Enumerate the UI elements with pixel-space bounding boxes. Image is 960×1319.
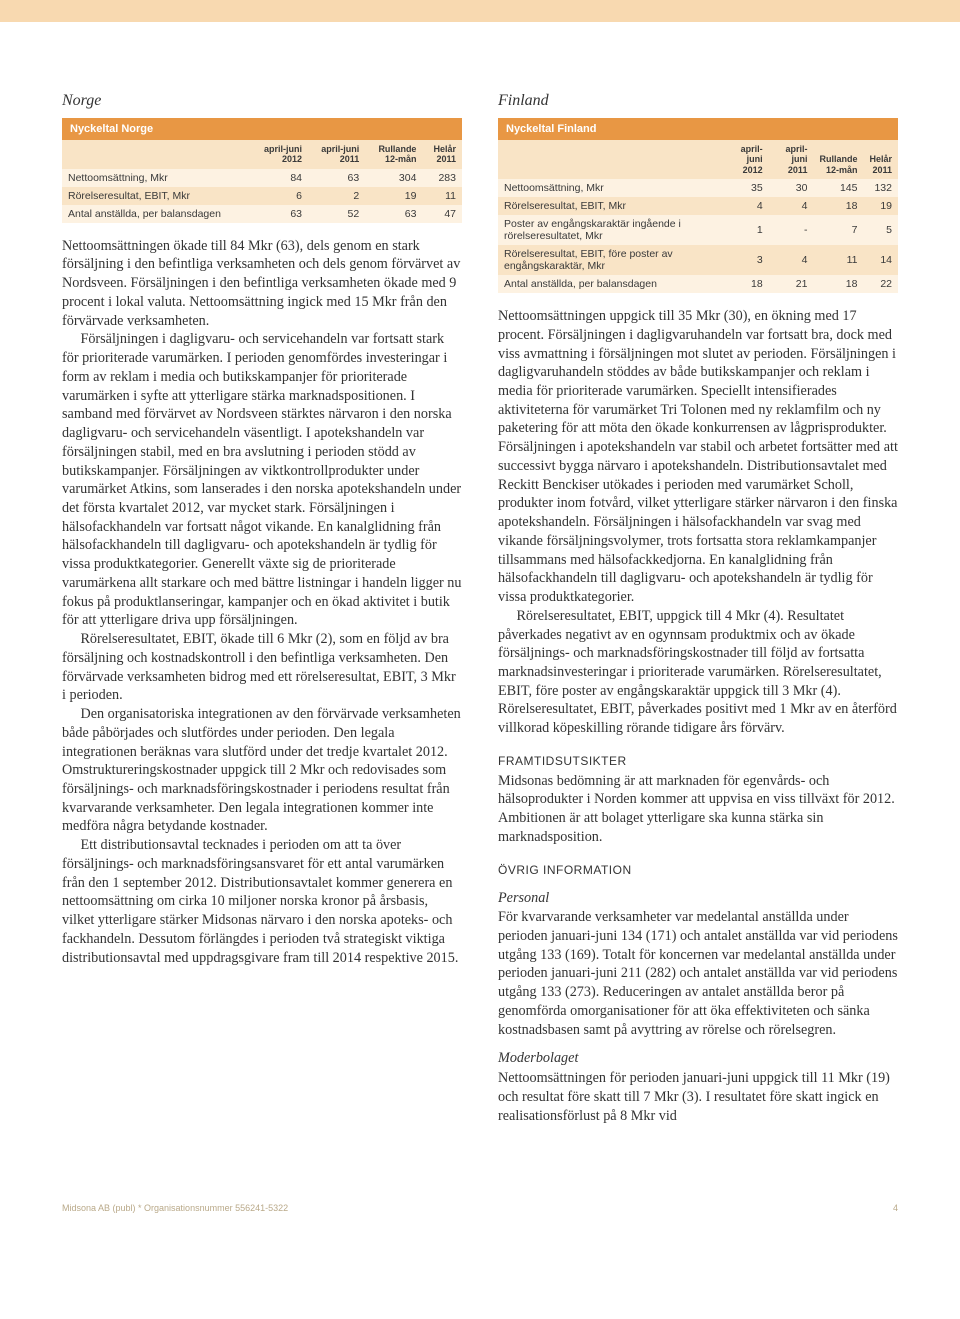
paragraph: Rörelseresultatet, EBIT, uppgick till 4 … bbox=[498, 607, 898, 738]
row-value: 7 bbox=[813, 215, 863, 245]
row-label: Rörelseresultat, EBIT, Mkr bbox=[62, 187, 251, 205]
row-value: 145 bbox=[813, 179, 863, 197]
row-value: 283 bbox=[422, 169, 462, 187]
sub-heading-personal: Personal bbox=[498, 889, 898, 908]
row-value: 84 bbox=[251, 169, 308, 187]
table-norge: Nyckeltal Norge april-juni 2012 april-ju… bbox=[62, 118, 462, 223]
paragraph: Nettoomsättningen ökade till 84 Mkr (63)… bbox=[62, 237, 462, 331]
row-value: 35 bbox=[724, 179, 769, 197]
table-row: Poster av engångskaraktär ingående i rör… bbox=[498, 215, 898, 245]
table-row: Nettoomsättning, Mkr3530145132 bbox=[498, 179, 898, 197]
body-text-norge: Nettoomsättningen ökade till 84 Mkr (63)… bbox=[62, 237, 462, 968]
row-value: - bbox=[769, 215, 814, 245]
row-value: 4 bbox=[724, 197, 769, 215]
body-text-finland: Nettoomsättningen uppgick till 35 Mkr (3… bbox=[498, 307, 898, 1125]
region-heading-finland: Finland bbox=[498, 92, 898, 110]
row-label: Poster av engångskaraktär ingående i rör… bbox=[498, 215, 724, 245]
row-value: 11 bbox=[422, 187, 462, 205]
table-caption: Nyckeltal Norge bbox=[62, 118, 462, 140]
row-value: 63 bbox=[251, 205, 308, 223]
row-value: 6 bbox=[251, 187, 308, 205]
row-value: 14 bbox=[863, 245, 898, 275]
row-value: 52 bbox=[308, 205, 365, 223]
section-heading-ovrig: ÖVRIG INFORMATION bbox=[498, 863, 898, 879]
row-value: 5 bbox=[863, 215, 898, 245]
table-header-row: april-juni 2012 april-juni 2011 Rullande… bbox=[498, 140, 898, 179]
table-row: Rörelseresultat, EBIT, Mkr621911 bbox=[62, 187, 462, 205]
table-caption: Nyckeltal Finland bbox=[498, 118, 898, 140]
row-value: 4 bbox=[769, 245, 814, 275]
row-value: 1 bbox=[724, 215, 769, 245]
row-value: 2 bbox=[308, 187, 365, 205]
row-label: Rörelseresultat, EBIT, före poster av en… bbox=[498, 245, 724, 275]
row-value: 304 bbox=[365, 169, 422, 187]
row-value: 3 bbox=[724, 245, 769, 275]
row-label: Antal anställda, per balansdagen bbox=[498, 275, 724, 293]
table-row: Nettoomsättning, Mkr8463304283 bbox=[62, 169, 462, 187]
table-finland: Nyckeltal Finland april-juni 2012 april-… bbox=[498, 118, 898, 293]
footer-page-number: 4 bbox=[893, 1203, 898, 1213]
row-value: 18 bbox=[724, 275, 769, 293]
row-value: 30 bbox=[769, 179, 814, 197]
paragraph: Försäljningen i dagligvaru- och serviceh… bbox=[62, 330, 462, 630]
paragraph: För kvarvarande verksamheter var medelan… bbox=[498, 908, 898, 1039]
section-heading-framtid: FRAMTIDSUTSIKTER bbox=[498, 754, 898, 770]
row-value: 63 bbox=[308, 169, 365, 187]
top-accent-band bbox=[0, 0, 960, 22]
paragraph: Nettoomsättningen uppgick till 35 Mkr (3… bbox=[498, 307, 898, 607]
paragraph: Ett distributionsavtal tecknades i perio… bbox=[62, 836, 462, 967]
row-value: 11 bbox=[813, 245, 863, 275]
right-column: Finland Nyckeltal Finland april-juni 201… bbox=[498, 92, 898, 1125]
row-value: 132 bbox=[863, 179, 898, 197]
row-label: Antal anställda, per balansdagen bbox=[62, 205, 251, 223]
page-content: Norge Nyckeltal Norge april-juni 2012 ap… bbox=[0, 22, 960, 1155]
table-row: Antal anställda, per balansdagen18211822 bbox=[498, 275, 898, 293]
table-header-row: april-juni 2012 april-juni 2011 Rullande… bbox=[62, 140, 462, 169]
row-value: 18 bbox=[813, 275, 863, 293]
table-row: Rörelseresultat, EBIT, Mkr441819 bbox=[498, 197, 898, 215]
row-value: 19 bbox=[863, 197, 898, 215]
page-footer: Midsona AB (publ) * Organisationsnummer … bbox=[0, 1203, 960, 1237]
left-column: Norge Nyckeltal Norge april-juni 2012 ap… bbox=[62, 92, 462, 1125]
row-value: 47 bbox=[422, 205, 462, 223]
footer-left: Midsona AB (publ) * Organisationsnummer … bbox=[62, 1203, 288, 1213]
table-row: Antal anställda, per balansdagen63526347 bbox=[62, 205, 462, 223]
row-label: Rörelseresultat, EBIT, Mkr bbox=[498, 197, 724, 215]
paragraph: Midsonas bedömning är att marknaden för … bbox=[498, 772, 898, 847]
row-value: 18 bbox=[813, 197, 863, 215]
row-value: 4 bbox=[769, 197, 814, 215]
row-label: Nettoomsättning, Mkr bbox=[62, 169, 251, 187]
paragraph: Den organisatoriska integrationen av den… bbox=[62, 705, 462, 836]
row-label: Nettoomsättning, Mkr bbox=[498, 179, 724, 197]
paragraph: Rörelseresultatet, EBIT, ökade till 6 Mk… bbox=[62, 630, 462, 705]
row-value: 22 bbox=[863, 275, 898, 293]
paragraph: Nettoomsättningen för perioden januari-j… bbox=[498, 1069, 898, 1125]
row-value: 21 bbox=[769, 275, 814, 293]
sub-heading-moderbolaget: Moderbolaget bbox=[498, 1049, 898, 1068]
table-row: Rörelseresultat, EBIT, före poster av en… bbox=[498, 245, 898, 275]
row-value: 63 bbox=[365, 205, 422, 223]
region-heading-norge: Norge bbox=[62, 92, 462, 110]
row-value: 19 bbox=[365, 187, 422, 205]
